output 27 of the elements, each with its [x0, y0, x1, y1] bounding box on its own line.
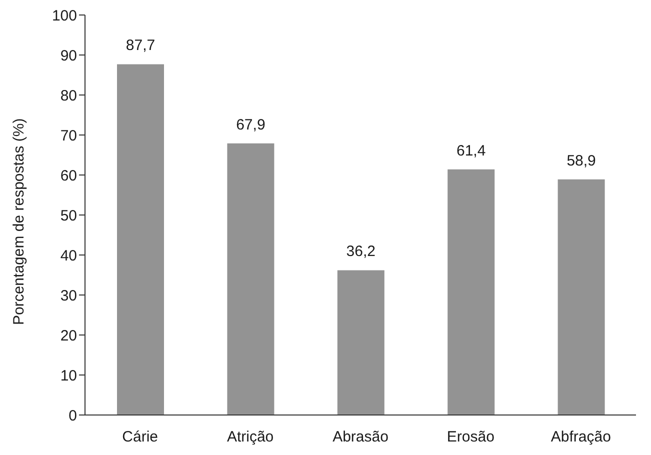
bar [448, 169, 495, 415]
bar [117, 64, 164, 415]
y-tick-label: 20 [60, 327, 77, 344]
y-axis-title: Porcentagem de respostas (%) [10, 118, 28, 325]
y-tick-label: 80 [60, 87, 77, 104]
x-tick-label: Abfração [550, 428, 611, 446]
bar [337, 270, 384, 415]
y-tick-label: 0 [68, 407, 77, 424]
data-label: 67,9 [236, 116, 266, 134]
bar [227, 143, 274, 415]
data-label: 36,2 [346, 243, 376, 260]
data-label: 87,7 [126, 37, 156, 54]
y-tick-label: 60 [60, 167, 77, 184]
y-tick-label: 70 [60, 127, 77, 144]
y-tick-label: 30 [60, 287, 77, 304]
y-tick-label: 50 [60, 207, 77, 224]
y-tick-label: 100 [52, 7, 77, 24]
y-tick-label: 40 [60, 247, 77, 264]
data-label: 61,4 [456, 142, 486, 160]
x-tick-label: Cárie [122, 428, 158, 446]
x-tick-label: Erosão [446, 428, 494, 446]
x-tick-label: Atrição [226, 428, 274, 446]
x-tick-label: Abrasão [332, 428, 388, 446]
bar [558, 179, 605, 415]
y-tick-label: 10 [60, 367, 77, 384]
y-tick-label: 90 [60, 47, 77, 64]
data-label: 58,9 [566, 152, 596, 170]
